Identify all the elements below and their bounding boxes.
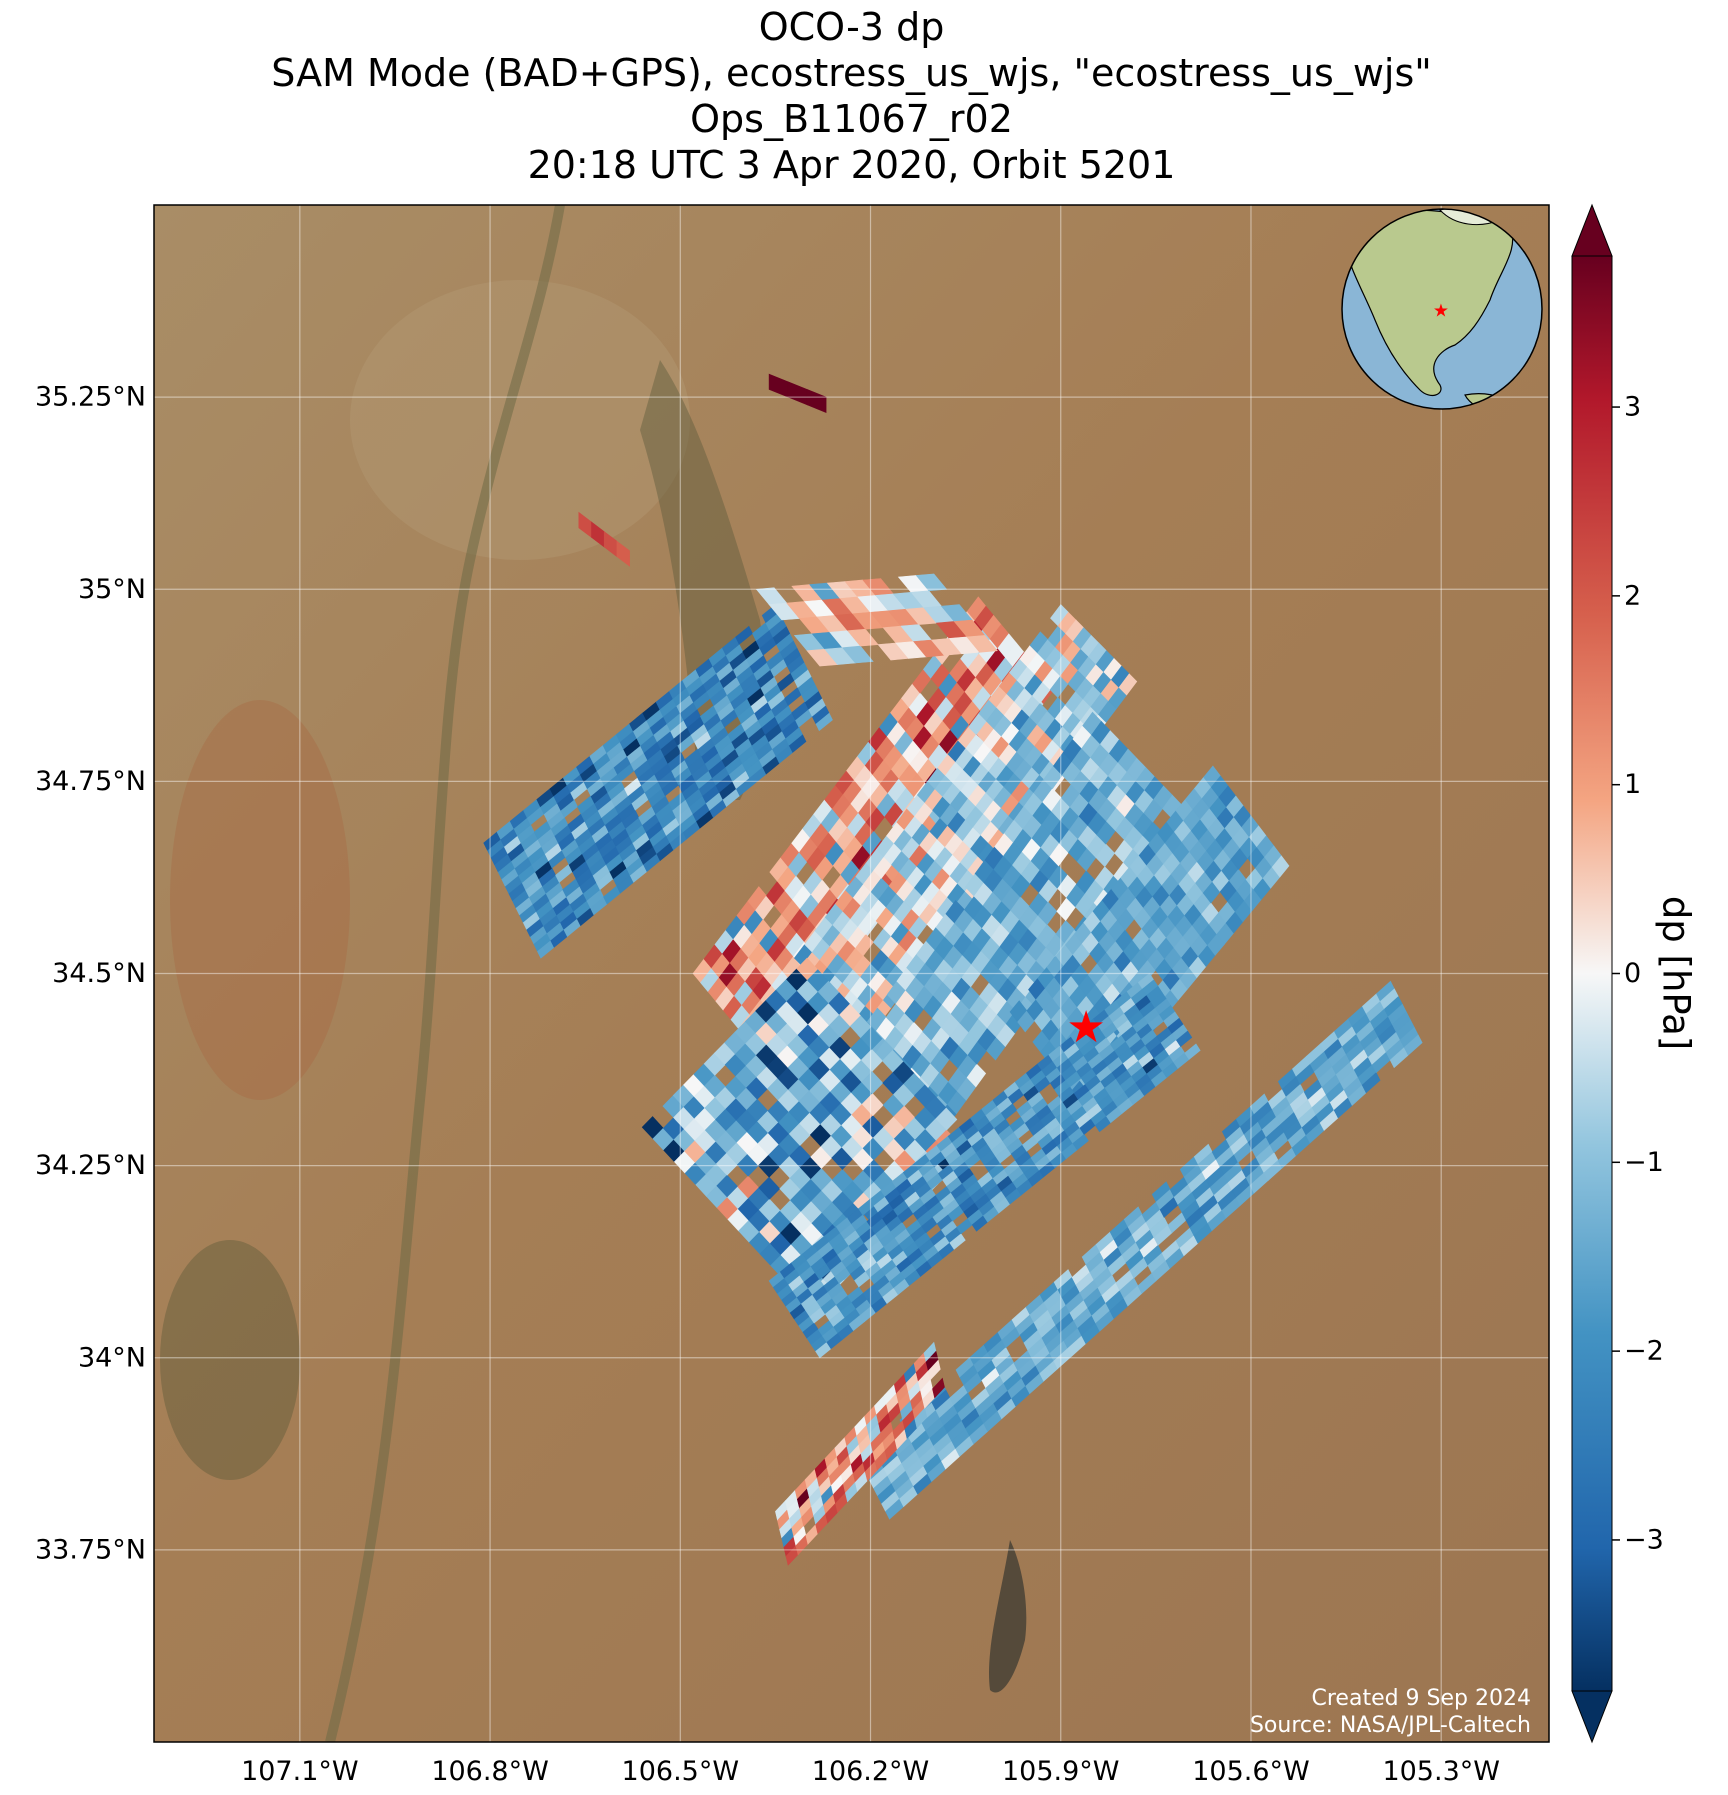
colorbar-body bbox=[1571, 255, 1613, 1692]
dp-cell bbox=[1271, 855, 1290, 878]
x-tick-label: 106.5°W bbox=[622, 1756, 740, 1787]
colorbar-extend-top bbox=[1571, 203, 1613, 257]
colorbar-tick-label: −1 bbox=[1624, 1147, 1664, 1178]
x-tick-label: 105.9°W bbox=[1002, 1756, 1120, 1787]
colorbar-tick-label: 2 bbox=[1624, 580, 1641, 611]
y-tick-label: 34.25°N bbox=[35, 1150, 146, 1181]
y-tick-label: 35.25°N bbox=[35, 382, 146, 413]
map-gridlines bbox=[154, 205, 1549, 1742]
dp-cell bbox=[860, 1026, 883, 1050]
title-line-1: OCO-3 dp bbox=[758, 5, 945, 49]
dp-cell bbox=[966, 635, 998, 653]
dp-cell bbox=[932, 1377, 945, 1399]
dp-cell bbox=[1361, 1072, 1381, 1094]
terrain-red-patch bbox=[170, 700, 350, 1100]
colorbar: 3 2 1 0 −1 −2 −3 dp [hPa] bbox=[1571, 203, 1698, 1744]
dp-cell bbox=[949, 1233, 966, 1250]
y-tick-label: 34.75°N bbox=[35, 766, 146, 797]
dp-cell bbox=[1176, 1030, 1193, 1048]
dp-cell bbox=[1072, 1133, 1089, 1151]
map-frame bbox=[153, 204, 1550, 1743]
target-star-marker: ★ bbox=[1066, 1002, 1105, 1053]
colorbar-ticks: 3 2 1 0 −1 −2 −3 bbox=[1612, 392, 1664, 1555]
inset-star-icon: ★ bbox=[1433, 301, 1449, 322]
dp-cell bbox=[616, 540, 630, 567]
x-tick-label: 106.2°W bbox=[812, 1756, 930, 1787]
dp-cell bbox=[1184, 1043, 1201, 1060]
y-tick-label: 33.75°N bbox=[35, 1534, 146, 1565]
title-line-4: 20:18 UTC 3 Apr 2020, Orbit 5201 bbox=[527, 143, 1176, 187]
colorbar-tick-label: −2 bbox=[1624, 1336, 1664, 1367]
dp-cell bbox=[935, 1107, 958, 1131]
dp-cell bbox=[735, 625, 753, 645]
inset-globe: ★ bbox=[1341, 208, 1543, 410]
terrain-pale-patch bbox=[350, 280, 690, 560]
swath-7 bbox=[768, 973, 1201, 1359]
dp-cell bbox=[966, 1063, 987, 1088]
mountain-southwest bbox=[160, 1240, 300, 1480]
title-line-2: SAM Mode (BAD+GPS), ecostress_us_wjs, "e… bbox=[271, 51, 1432, 95]
x-axis-ticks: 107.1°W 106.8°W 106.5°W 106.2°W 105.9°W 105.6… bbox=[241, 1756, 1500, 1787]
chart-title: OCO-3 dp SAM Mode (BAD+GPS), ecostress_u… bbox=[154, 4, 1549, 188]
swath-4 bbox=[857, 711, 1182, 1128]
dp-cell bbox=[806, 388, 827, 413]
dp-cell bbox=[1403, 1034, 1423, 1056]
dp-cell bbox=[927, 1359, 941, 1381]
y-tick-label: 34°N bbox=[78, 1342, 146, 1373]
colorbar-tick-label: 1 bbox=[1624, 769, 1641, 800]
x-tick-label: 105.6°W bbox=[1192, 1756, 1310, 1787]
colorbar-extend-bottom bbox=[1571, 1690, 1613, 1744]
colorbar-tick-label: 0 bbox=[1624, 958, 1641, 989]
swath-11 bbox=[578, 511, 630, 567]
swath-1 bbox=[483, 604, 833, 959]
swath-12 bbox=[768, 373, 827, 413]
y-tick-label: 34.5°N bbox=[52, 958, 146, 989]
credit-source: Source: NASA/JPL-Caltech bbox=[1250, 1713, 1531, 1738]
title-line-3: Ops_B11067_r02 bbox=[690, 97, 1013, 141]
lake-southeast bbox=[989, 1540, 1027, 1693]
x-tick-label: 105.3°W bbox=[1382, 1756, 1500, 1787]
dp-heatmap-cells bbox=[483, 373, 1423, 1566]
dp-cell bbox=[914, 1407, 928, 1429]
swath-9 bbox=[775, 1341, 945, 1566]
x-tick-label: 107.1°W bbox=[241, 1756, 359, 1787]
rio-grande bbox=[325, 205, 565, 1742]
dp-cell bbox=[842, 645, 874, 664]
colorbar-label: dp [hPa] bbox=[1655, 896, 1698, 1050]
x-tick-label: 106.8°W bbox=[431, 1756, 549, 1787]
swath-10 bbox=[755, 573, 998, 667]
y-axis-ticks: 35.25°N 35°N 34.75°N 34.5°N 34.25°N 34°N 33.75… bbox=[35, 382, 146, 1566]
y-tick-label: 35°N bbox=[78, 574, 146, 605]
colorbar-tick-label: −3 bbox=[1624, 1524, 1664, 1555]
colorbar-tick-label: 3 bbox=[1624, 392, 1641, 423]
dp-cell bbox=[915, 573, 948, 592]
dp-cell bbox=[1118, 673, 1138, 696]
credit-created: Created 9 Sep 2024 bbox=[1312, 1686, 1532, 1711]
